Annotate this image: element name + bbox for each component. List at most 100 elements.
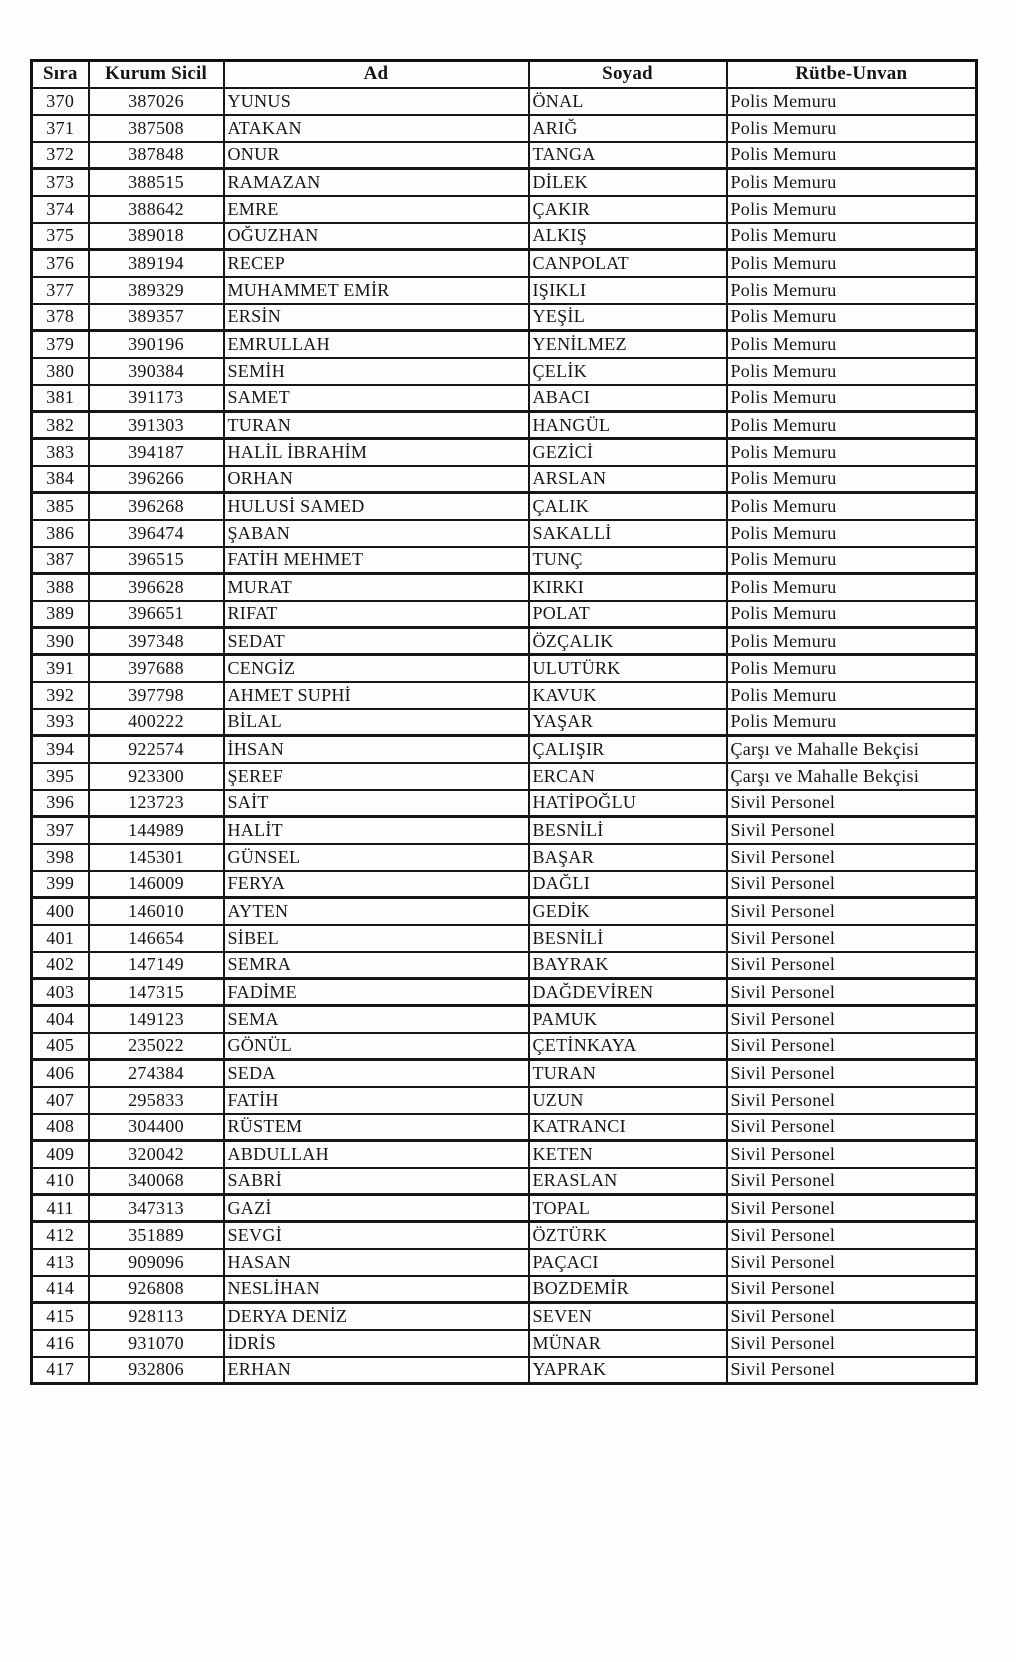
cell-sira: 403: [30, 977, 90, 1007]
table-row: 408 304400 RÜSTEM KATRANCI Sivil Personel: [30, 1112, 978, 1142]
table-row: 414 926808 NESLİHAN BOZDEMİR Sivil Personel: [30, 1274, 978, 1304]
cell-rutbe-unvan: Polis Memuru: [725, 680, 978, 710]
cell-rutbe-unvan: Polis Memuru: [725, 464, 978, 494]
cell-sira: 415: [30, 1301, 90, 1331]
table-row: 399 146009 FERYA DAĞLI Sivil Personel: [30, 869, 978, 899]
cell-ad: EMRE: [222, 194, 530, 224]
cell-sira: 379: [30, 329, 90, 359]
table-row: 393 400222 BİLAL YAŞAR Polis Memuru: [30, 707, 978, 737]
cell-soyad: ÇALIŞIR: [527, 734, 728, 764]
cell-ad: RIFAT: [222, 599, 530, 629]
table-row: 377 389329 MUHAMMET EMİR IŞIKLI Polis Memuru: [30, 275, 978, 305]
cell-sira: 389: [30, 599, 90, 629]
header-sira: Sıra: [30, 59, 90, 89]
table-row: 398 145301 GÜNSEL BAŞAR Sivil Personel: [30, 842, 978, 872]
cell-kurum-sicil: 145301: [87, 842, 225, 872]
table-row: 406 274384 SEDA TURAN Sivil Personel: [30, 1058, 978, 1088]
cell-sira: 384: [30, 464, 90, 494]
cell-soyad: KATRANCI: [527, 1112, 728, 1142]
cell-rutbe-unvan: Sivil Personel: [725, 1058, 978, 1088]
cell-rutbe-unvan: Sivil Personel: [725, 1139, 978, 1169]
cell-kurum-sicil: 396651: [87, 599, 225, 629]
cell-soyad: ERASLAN: [527, 1166, 728, 1196]
cell-rutbe-unvan: Çarşı ve Mahalle Bekçisi: [725, 734, 978, 764]
cell-ad: ERSİN: [222, 302, 530, 332]
cell-soyad: SAKALLİ: [527, 518, 728, 548]
cell-rutbe-unvan: Polis Memuru: [725, 167, 978, 197]
cell-sira: 383: [30, 437, 90, 467]
table-row: 403 147315 FADİME DAĞDEVİREN Sivil Personel: [30, 977, 978, 1007]
cell-soyad: ÇELİK: [527, 356, 728, 386]
cell-ad: EMRULLAH: [222, 329, 530, 359]
table-row: 375 389018 OĞUZHAN ALKIŞ Polis Memuru: [30, 221, 978, 251]
cell-soyad: IŞIKLI: [527, 275, 728, 305]
cell-soyad: ABACI: [527, 383, 728, 413]
cell-rutbe-unvan: Polis Memuru: [725, 491, 978, 521]
cell-rutbe-unvan: Sivil Personel: [725, 950, 978, 980]
cell-soyad: YAŞAR: [527, 707, 728, 737]
cell-sira: 411: [30, 1193, 90, 1223]
cell-kurum-sicil: 391303: [87, 410, 225, 440]
cell-sira: 417: [30, 1355, 90, 1385]
cell-soyad: UZUN: [527, 1085, 728, 1115]
cell-kurum-sicil: 340068: [87, 1166, 225, 1196]
cell-rutbe-unvan: Sivil Personel: [725, 923, 978, 953]
cell-kurum-sicil: 932806: [87, 1355, 225, 1385]
cell-sira: 408: [30, 1112, 90, 1142]
cell-kurum-sicil: 123723: [87, 788, 225, 818]
cell-rutbe-unvan: Polis Memuru: [725, 707, 978, 737]
cell-sira: 390: [30, 626, 90, 656]
cell-ad: ATAKAN: [222, 113, 530, 143]
cell-ad: İHSAN: [222, 734, 530, 764]
cell-soyad: POLAT: [527, 599, 728, 629]
table-row: 378 389357 ERSİN YEŞİL Polis Memuru: [30, 302, 978, 332]
cell-ad: SAİT: [222, 788, 530, 818]
cell-rutbe-unvan: Polis Memuru: [725, 653, 978, 683]
table-row: 381 391173 SAMET ABACI Polis Memuru: [30, 383, 978, 413]
table-row: 397 144989 HALİT BESNİLİ Sivil Personel: [30, 815, 978, 845]
cell-sira: 401: [30, 923, 90, 953]
header-soyad: Soyad: [527, 59, 728, 89]
table-row: 386 396474 ŞABAN SAKALLİ Polis Memuru: [30, 518, 978, 548]
cell-ad: GAZİ: [222, 1193, 530, 1223]
cell-sira: 378: [30, 302, 90, 332]
cell-rutbe-unvan: Sivil Personel: [725, 815, 978, 845]
cell-kurum-sicil: 146654: [87, 923, 225, 953]
table-row: 385 396268 HULUSİ SAMED ÇALIK Polis Memuru: [30, 491, 978, 521]
cell-ad: DERYA DENİZ: [222, 1301, 530, 1331]
cell-soyad: ARSLAN: [527, 464, 728, 494]
cell-kurum-sicil: 926808: [87, 1274, 225, 1304]
header-kurum-sicil: Kurum Sicil: [87, 59, 225, 89]
cell-soyad: BOZDEMİR: [527, 1274, 728, 1304]
cell-kurum-sicil: 347313: [87, 1193, 225, 1223]
cell-soyad: BAYRAK: [527, 950, 728, 980]
cell-sira: 400: [30, 896, 90, 926]
cell-rutbe-unvan: Sivil Personel: [725, 1247, 978, 1277]
cell-soyad: HATİPOĞLU: [527, 788, 728, 818]
cell-rutbe-unvan: Polis Memuru: [725, 356, 978, 386]
table-row: 392 397798 AHMET SUPHİ KAVUK Polis Memuru: [30, 680, 978, 710]
cell-kurum-sicil: 928113: [87, 1301, 225, 1331]
cell-rutbe-unvan: Sivil Personel: [725, 1220, 978, 1250]
cell-sira: 377: [30, 275, 90, 305]
cell-soyad: PAMUK: [527, 1004, 728, 1034]
table-row: 417 932806 ERHAN YAPRAK Sivil Personel: [30, 1355, 978, 1385]
cell-soyad: KIRKI: [527, 572, 728, 602]
cell-kurum-sicil: 390384: [87, 356, 225, 386]
cell-soyad: TUNÇ: [527, 545, 728, 575]
cell-rutbe-unvan: Polis Memuru: [725, 599, 978, 629]
cell-ad: İDRİS: [222, 1328, 530, 1358]
cell-kurum-sicil: 396266: [87, 464, 225, 494]
cell-ad: MURAT: [222, 572, 530, 602]
cell-kurum-sicil: 389194: [87, 248, 225, 278]
cell-soyad: ÇETİNKAYA: [527, 1031, 728, 1061]
cell-sira: 392: [30, 680, 90, 710]
table-row: 372 387848 ONUR TANGA Polis Memuru: [30, 140, 978, 170]
cell-rutbe-unvan: Sivil Personel: [725, 1112, 978, 1142]
cell-kurum-sicil: 388642: [87, 194, 225, 224]
cell-kurum-sicil: 397798: [87, 680, 225, 710]
cell-ad: SEDA: [222, 1058, 530, 1088]
cell-kurum-sicil: 295833: [87, 1085, 225, 1115]
cell-sira: 407: [30, 1085, 90, 1115]
cell-kurum-sicil: 320042: [87, 1139, 225, 1169]
